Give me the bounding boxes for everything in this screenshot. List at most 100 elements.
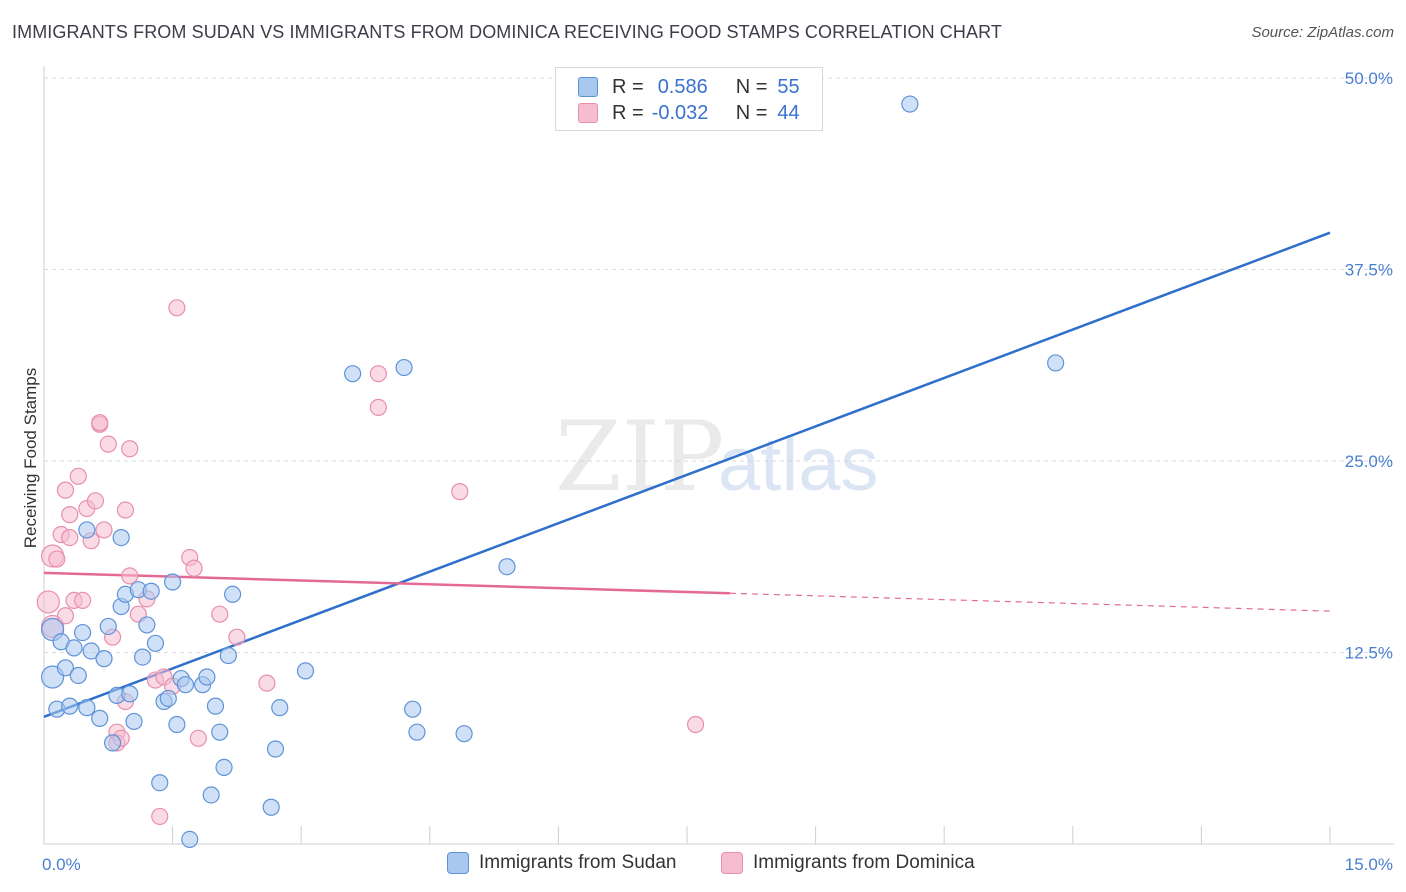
grid-lines <box>44 77 1394 653</box>
sudan-point-24 <box>146 634 165 652</box>
dominica-point-33 <box>168 299 186 317</box>
sudan-point-22 <box>138 616 156 634</box>
dominica-point-10 <box>69 467 87 485</box>
x-tick-label-min: 0.0% <box>42 855 81 874</box>
sudan-point-7 <box>69 666 87 685</box>
legend-row-sudan: R = 0.586 N = 55 <box>578 74 800 100</box>
sudan-point-43 <box>271 699 289 717</box>
y-tick-label-2: 37.5% <box>1345 261 1393 280</box>
dominica-point-42 <box>451 483 469 501</box>
dominica-point-25 <box>121 567 139 585</box>
dominica-point-24 <box>116 501 135 519</box>
trend-lines <box>43 231 1331 719</box>
sudan-point-38 <box>215 758 233 777</box>
sudan-point-45 <box>344 365 362 383</box>
dominica-point-11 <box>73 591 92 610</box>
dominica-point-26 <box>121 440 139 458</box>
sudan-point-47 <box>404 700 422 718</box>
sudan-point-25 <box>151 774 169 792</box>
sudan-point-31 <box>176 676 195 694</box>
sudan-point-41 <box>262 798 280 816</box>
sudan-point-14 <box>103 734 122 752</box>
dominica-point-14 <box>86 492 105 510</box>
dominica-swatch <box>578 103 598 123</box>
sudan-point-39 <box>219 646 237 665</box>
dominica-point-17 <box>95 521 113 539</box>
x-tick-label-max: 15.0% <box>1345 855 1393 874</box>
dominica-point-16 <box>91 414 109 432</box>
y-tick-label-3: 50.0% <box>1345 69 1393 88</box>
sudan-point-18 <box>121 685 139 703</box>
x-tick-labels: 0.0% 15.0% <box>42 855 1393 874</box>
sudan-point-34 <box>198 668 216 686</box>
dominica-point-40 <box>369 365 387 383</box>
dominica-point-5 <box>56 607 75 625</box>
legend-sudan-swatch <box>447 852 469 874</box>
watermark: ZIP atlas <box>555 401 879 513</box>
legend-item-dominica[interactable]: Immigrants from Dominica <box>721 852 975 874</box>
dominica-point-6 <box>56 481 75 499</box>
dominica-point-43 <box>686 715 705 734</box>
sudan-point-8 <box>73 623 92 642</box>
sudan-point-23 <box>142 582 160 600</box>
chart-title: IMMIGRANTS FROM SUDAN VS IMMIGRANTS FROM… <box>12 22 1002 42</box>
sudan-point-53 <box>78 521 96 539</box>
y-axis-label: Receiving Food Stamps <box>21 368 40 548</box>
sudan-point-11 <box>91 709 109 727</box>
sudan-point-46 <box>395 358 413 377</box>
y-tick-labels: 12.5% 25.0% 37.5% 50.0% <box>1345 69 1393 663</box>
dominica-trend-extension <box>729 592 1331 612</box>
sudan-swatch <box>578 77 598 97</box>
dominica-point-8 <box>61 506 79 524</box>
sudan-point-29 <box>168 715 186 734</box>
sudan-point-51 <box>901 95 919 113</box>
dominica-n-value: 44 <box>777 101 800 124</box>
dominica-point-37 <box>211 605 229 623</box>
y-tick-label-1: 25.0% <box>1345 452 1393 471</box>
sudan-n-label: N = <box>735 75 768 98</box>
sudan-point-28 <box>164 573 182 591</box>
sudan-point-49 <box>455 725 473 743</box>
dominica-r-label: R = <box>612 101 644 124</box>
dominica-point-3 <box>48 550 66 568</box>
sudan-point-19 <box>125 712 143 731</box>
sudan-point-6 <box>65 639 83 657</box>
dominica-point-41 <box>369 398 387 416</box>
dominica-point-39 <box>258 674 276 692</box>
legend-row-dominica: R = -0.032 N = 44 <box>578 100 800 126</box>
sudan-point-12 <box>95 650 113 668</box>
sudan-points <box>40 95 1065 849</box>
axes <box>43 66 1394 845</box>
dominica-point-36 <box>189 729 207 747</box>
sudan-point-37 <box>211 723 229 741</box>
correlation-legend: R = 0.586 N = 55 R = -0.032 N = 44 <box>555 67 823 131</box>
sudan-point-10 <box>82 642 100 660</box>
legend-sudan-label: Immigrants from Sudan <box>479 852 677 873</box>
dominica-point-35 <box>185 559 203 577</box>
sudan-point-50 <box>498 558 516 576</box>
legend-item-sudan[interactable]: Immigrants from Sudan <box>447 852 676 874</box>
watermark-zip: ZIP <box>555 401 724 513</box>
series-legend: Immigrants from Sudan Immigrants from Do… <box>0 851 1406 879</box>
dominica-point-18 <box>99 435 117 453</box>
sudan-point-36 <box>206 697 225 715</box>
dominica-point-0 <box>36 590 60 614</box>
dominica-points <box>36 299 705 826</box>
sudan-point-27 <box>159 689 177 708</box>
sudan-point-32 <box>181 830 199 849</box>
sudan-r-label: R = <box>612 75 644 98</box>
sudan-trend-line <box>43 231 1331 719</box>
sudan-point-4 <box>56 659 75 677</box>
source-label: Source: ZipAtlas.com <box>1251 24 1394 41</box>
dominica-point-30 <box>151 807 169 826</box>
sudan-point-35 <box>202 786 220 804</box>
sudan-point-9 <box>78 699 96 717</box>
sudan-point-44 <box>296 662 315 680</box>
sudan-point-5 <box>61 697 79 715</box>
dominica-r-value: -0.032 <box>651 101 709 124</box>
sudan-point-48 <box>408 723 426 741</box>
legend-dominica-label: Immigrants from Dominica <box>753 852 975 873</box>
watermark-atlas: atlas <box>718 422 879 507</box>
sudan-point-13 <box>99 617 117 636</box>
